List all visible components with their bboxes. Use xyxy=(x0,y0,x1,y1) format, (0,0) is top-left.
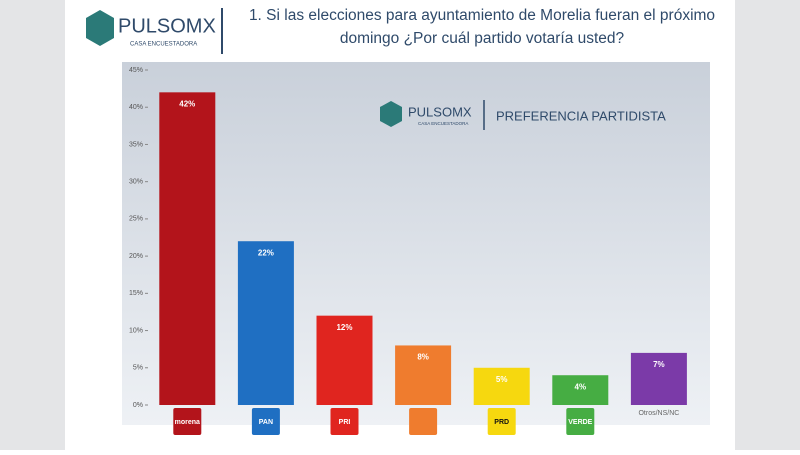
value-label: 8% xyxy=(417,353,429,362)
value-label: 12% xyxy=(336,323,352,332)
x-tick-label: VERDE xyxy=(568,419,592,426)
y-tick-label: 0% xyxy=(133,402,143,409)
logo-subtitle: CASA ENCUESTADORA xyxy=(130,42,197,48)
bar xyxy=(473,367,530,405)
chart-logo-icon xyxy=(380,101,402,127)
party-logo xyxy=(409,408,438,435)
chart-title: 1. Si las elecciones para ayuntamiento d… xyxy=(248,7,716,47)
party-logo xyxy=(330,408,359,435)
bar xyxy=(316,315,373,405)
y-tick-label: 40% xyxy=(129,104,143,111)
logo-text: PULSOMX xyxy=(118,15,216,37)
y-tick-label: 30% xyxy=(129,179,143,186)
value-label: 7% xyxy=(653,360,665,369)
bar xyxy=(630,352,687,405)
party-logo xyxy=(487,408,516,435)
x-tick-label: PAN xyxy=(259,419,273,426)
x-tick-label: morena xyxy=(175,419,200,426)
bar xyxy=(395,345,452,405)
y-tick-label: 25% xyxy=(129,216,143,223)
x-tick-label: PRD xyxy=(494,419,509,426)
party-logo xyxy=(173,408,202,435)
title-box: 1. Si las elecciones para ayuntamiento d… xyxy=(248,7,716,47)
x-tick-label: Otros/NS/NC xyxy=(638,410,679,417)
bar xyxy=(552,375,609,405)
y-tick-label: 35% xyxy=(129,141,143,148)
y-tick-label: 15% xyxy=(129,290,143,297)
party-logo xyxy=(566,408,595,435)
value-label: 5% xyxy=(496,375,508,384)
y-tick-label: 5% xyxy=(133,365,143,372)
logo-icon xyxy=(86,10,114,46)
chart-subtitle: PREFERENCIA PARTIDISTA xyxy=(496,108,666,123)
bar xyxy=(159,92,216,405)
y-tick-label: 10% xyxy=(129,327,143,334)
x-tick-label: PRI xyxy=(339,419,351,426)
chart-logo-text: PULSOMX xyxy=(408,104,472,119)
value-label: 22% xyxy=(258,248,274,257)
party-logo xyxy=(251,408,280,435)
chart-logo-subtitle: CASA ENCUESTADORA xyxy=(418,121,468,126)
y-tick-label: 45% xyxy=(129,67,143,74)
value-label: 42% xyxy=(179,99,195,108)
bar xyxy=(237,241,294,405)
y-tick-label: 20% xyxy=(129,253,143,260)
value-label: 4% xyxy=(575,382,587,391)
